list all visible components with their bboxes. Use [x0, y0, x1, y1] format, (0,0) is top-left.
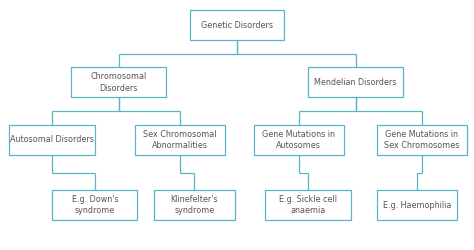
- Text: Genetic Disorders: Genetic Disorders: [201, 20, 273, 30]
- Text: Gene Mutations in
Autosomes: Gene Mutations in Autosomes: [262, 130, 335, 150]
- FancyBboxPatch shape: [52, 190, 137, 220]
- Text: Autosomal Disorders: Autosomal Disorders: [10, 136, 94, 144]
- Text: Chromosomal
Disorders: Chromosomal Disorders: [91, 72, 146, 92]
- FancyBboxPatch shape: [190, 10, 284, 40]
- FancyBboxPatch shape: [254, 125, 344, 155]
- FancyBboxPatch shape: [154, 190, 235, 220]
- Text: Klinefelter's
syndrome: Klinefelter's syndrome: [171, 195, 218, 215]
- FancyBboxPatch shape: [308, 68, 403, 98]
- FancyBboxPatch shape: [265, 190, 351, 220]
- Text: E.g. Haemophilia: E.g. Haemophilia: [383, 200, 451, 209]
- FancyBboxPatch shape: [9, 125, 95, 155]
- FancyBboxPatch shape: [377, 190, 457, 220]
- Text: E.g. Down's
syndrome: E.g. Down's syndrome: [72, 195, 118, 215]
- Text: E.g. Sickle cell
anaemia: E.g. Sickle cell anaemia: [279, 195, 337, 215]
- Text: Mendelian Disorders: Mendelian Disorders: [314, 78, 397, 87]
- FancyBboxPatch shape: [135, 125, 225, 155]
- FancyBboxPatch shape: [377, 125, 467, 155]
- FancyBboxPatch shape: [71, 68, 166, 98]
- Text: Sex Chromosomal
Abnormalities: Sex Chromosomal Abnormalities: [143, 130, 217, 150]
- Text: Gene Mutations in
Sex Chromosomes: Gene Mutations in Sex Chromosomes: [384, 130, 460, 150]
